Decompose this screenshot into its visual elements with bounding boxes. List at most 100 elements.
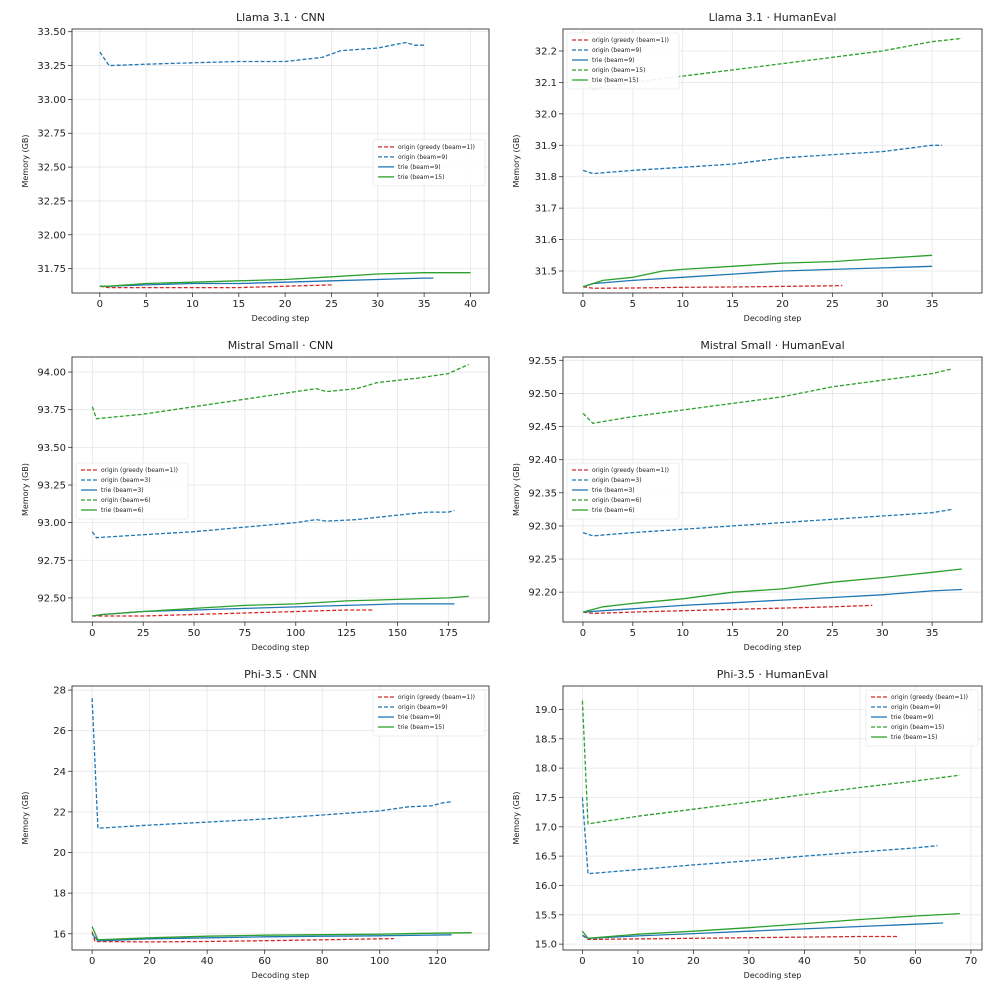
- legend-entry: origin (beam=3): [101, 477, 151, 484]
- legend-entry: origin (beam=9): [891, 704, 941, 711]
- x-tick-label: 150: [388, 628, 407, 639]
- y-tick-label: 93.75: [37, 405, 66, 416]
- x-tick-label: 30: [876, 299, 889, 310]
- x-tick-label: 25: [325, 299, 338, 310]
- y-tick-label: 18.0: [535, 764, 557, 775]
- x-tick-label: 10: [632, 956, 645, 967]
- x-tick-label: 10: [676, 628, 689, 639]
- y-tick-label: 33.00: [37, 95, 66, 106]
- x-tick-label: 35: [926, 299, 939, 310]
- y-tick-label: 31.75: [37, 264, 66, 275]
- x-tick-label: 20: [776, 628, 789, 639]
- x-tick-label: 20: [687, 956, 700, 967]
- legend-entry: trie (beam=6): [592, 507, 635, 514]
- legend-box: [372, 689, 486, 737]
- legend-entry: trie (beam=9): [398, 164, 441, 171]
- y-tick-label: 32.2: [535, 47, 557, 58]
- chart-panel-2: 0 5 10 15 20 25 30 35 31.5 31.6 31.7 31.8 31.9 32.0 32…: [512, 11, 983, 323]
- legend-entry: trie (beam=3): [592, 487, 635, 494]
- legend-box: [372, 139, 486, 187]
- series-line-4: [91, 926, 472, 941]
- legend-entry: origin (beam=6): [101, 497, 151, 504]
- x-tick-label: 60: [258, 956, 271, 967]
- y-tick-label: 22: [53, 807, 66, 818]
- legend-entry: trie (beam=6): [101, 507, 144, 514]
- y-tick-label: 17.0: [535, 822, 557, 833]
- chart-panel-4: 0 5 10 15 20 25 30 35 92.20 92.25 92.30 92.35 92.40 9…: [512, 339, 983, 652]
- y-tick-label: 32.50: [37, 163, 66, 174]
- legend-entry: origin (beam=15): [891, 724, 944, 731]
- x-tick-label: 125: [337, 628, 356, 639]
- plot-frame: [562, 685, 983, 951]
- y-axis-label: Memory (GB): [512, 134, 521, 187]
- x-tick-label: 20: [143, 956, 156, 967]
- y-tick-label: 92.50: [37, 593, 66, 604]
- series-line-2: [582, 508, 953, 537]
- x-tick-label: 15: [232, 299, 245, 310]
- legend-box: [566, 32, 680, 90]
- y-tick-label: 18.5: [535, 734, 557, 745]
- legend-entry: origin (beam=9): [398, 704, 448, 711]
- y-tick-label: 33.25: [37, 61, 66, 72]
- legend-entry: trie (beam=15): [398, 724, 444, 731]
- y-tick-label: 31.7: [535, 204, 557, 215]
- legend-entry: trie (beam=15): [891, 734, 937, 741]
- x-tick-label: 5: [143, 299, 149, 310]
- x-tick-label: 0: [89, 956, 95, 967]
- x-tick-label: 35: [926, 628, 939, 639]
- y-tick-label: 16: [53, 929, 66, 940]
- legend-entry: trie (beam=15): [398, 174, 444, 181]
- series-line-2: [99, 41, 425, 67]
- series-line-3: [582, 588, 963, 613]
- series-line-4: [91, 363, 469, 420]
- legend-entry: origin (beam=15): [592, 67, 645, 74]
- y-tick-label: 16.5: [535, 852, 557, 863]
- y-tick-label: 20: [53, 848, 66, 859]
- x-axis-label: Decoding step: [744, 314, 802, 323]
- y-tick-label: 31.8: [535, 172, 557, 183]
- series-line-4: [581, 700, 960, 825]
- series-line-1: [99, 284, 332, 289]
- x-axis-label: Decoding step: [252, 971, 310, 980]
- legend-entry: trie (beam=9): [398, 714, 441, 721]
- x-tick-label: 20: [279, 299, 292, 310]
- x-tick-label: 40: [798, 956, 811, 967]
- x-tick-label: 40: [201, 956, 214, 967]
- x-tick-label: 0: [89, 628, 95, 639]
- y-tick-label: 28: [53, 686, 66, 697]
- series-line-5: [582, 254, 933, 288]
- legend-entry: origin (beam=9): [398, 154, 448, 161]
- y-tick-label: 32.0: [535, 109, 557, 120]
- series-line-3: [99, 277, 434, 287]
- y-tick-label: 93.00: [37, 518, 66, 529]
- y-tick-label: 92.35: [528, 488, 557, 499]
- series-line-3: [91, 933, 452, 942]
- x-tick-label: 5: [630, 628, 636, 639]
- chart-panel-3: 0 25 50 75 100 125 150 175 92.50 92.75 93.00 93.25 9…: [21, 339, 490, 652]
- chart-panel-1: 0 5 10 15 20 25 30 35 40 31.75 32.00 32.25 32.50 32.7…: [21, 11, 490, 323]
- y-axis-label: Memory (GB): [21, 791, 30, 844]
- y-tick-label: 15.5: [535, 910, 557, 921]
- x-tick-label: 50: [188, 628, 201, 639]
- series-line-3: [582, 265, 933, 288]
- y-tick-label: 92.20: [528, 588, 557, 599]
- x-axis-label: Decoding step: [252, 643, 310, 652]
- legend: origin (greedy (beam=1)) origin (beam=9) t…: [372, 139, 486, 187]
- x-tick-label: 175: [439, 628, 458, 639]
- x-tick-label: 25: [826, 299, 839, 310]
- plot-frame: [562, 356, 983, 623]
- x-tick-label: 100: [286, 628, 305, 639]
- y-tick-label: 15.0: [535, 940, 557, 951]
- series-line-2: [91, 509, 455, 539]
- legend: origin (greedy (beam=1)) origin (beam=9) t…: [566, 32, 680, 90]
- x-tick-label: 100: [370, 956, 389, 967]
- x-tick-label: 75: [239, 628, 252, 639]
- y-axis-label: Memory (GB): [512, 791, 521, 844]
- y-tick-label: 92.75: [37, 556, 66, 567]
- series-line-1: [582, 604, 873, 615]
- y-tick-label: 92.45: [528, 422, 557, 433]
- x-tick-label: 0: [579, 956, 585, 967]
- chart-panel-5: 0 20 40 60 80 100 120 16 18 20 22 24 26 28 Phi-3.5 · C…: [21, 668, 490, 980]
- y-tick-label: 92.50: [528, 389, 557, 400]
- y-tick-label: 32.75: [37, 129, 66, 140]
